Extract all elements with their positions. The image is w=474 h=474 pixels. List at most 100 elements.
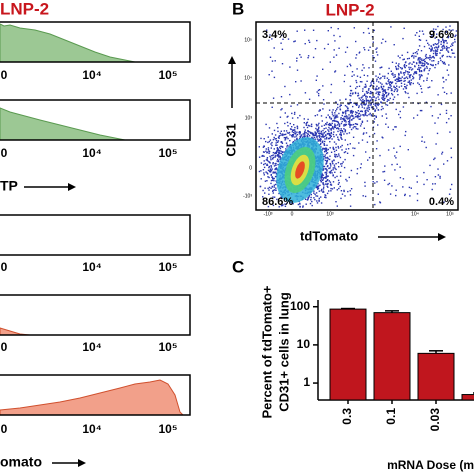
dot (262, 196, 264, 198)
dot (268, 193, 270, 195)
dot (315, 186, 318, 189)
dot (400, 79, 403, 82)
dot (280, 205, 283, 207)
dot (310, 123, 313, 125)
dot (397, 64, 399, 67)
dot (305, 132, 307, 134)
dot (321, 120, 323, 122)
dot (315, 195, 317, 197)
dot (325, 167, 327, 170)
dot (325, 183, 327, 185)
dot (319, 138, 322, 140)
dot (448, 29, 450, 31)
dot (321, 179, 324, 181)
dot (424, 60, 426, 63)
dot (295, 135, 298, 137)
dot (338, 182, 340, 184)
dot (394, 155, 396, 157)
dot (399, 67, 402, 69)
dot (303, 118, 305, 120)
dot (310, 132, 312, 134)
dot (412, 77, 415, 79)
dot (380, 42, 383, 44)
x-tick-label: 0 (1, 260, 8, 274)
dot (314, 115, 316, 117)
dot (340, 122, 343, 125)
dot (399, 177, 402, 179)
dot (385, 92, 388, 94)
dot (319, 143, 322, 146)
dot (268, 127, 271, 129)
dot (446, 47, 449, 49)
dot (368, 135, 371, 138)
dot (267, 187, 269, 190)
dot (333, 150, 336, 153)
dot (317, 187, 319, 189)
histogram-fill (0, 379, 185, 416)
dot (356, 112, 358, 114)
dot (335, 146, 337, 149)
dot (317, 89, 320, 92)
dot (406, 58, 409, 60)
dot (418, 60, 421, 62)
dot (371, 91, 374, 94)
dot (367, 110, 369, 112)
dot (420, 64, 423, 67)
dot (436, 33, 438, 35)
dot (450, 45, 452, 47)
dot (380, 86, 383, 89)
dot (326, 159, 329, 162)
dot (277, 163, 279, 166)
dot (329, 133, 331, 135)
dot (412, 61, 415, 63)
dot (280, 96, 283, 98)
dot (350, 102, 352, 104)
dot (270, 169, 273, 172)
dot (323, 158, 325, 160)
dot (455, 34, 457, 36)
y-tick-label: 10 (297, 337, 311, 351)
dot (343, 128, 345, 130)
dot (388, 81, 390, 83)
dot (435, 28, 437, 31)
dot (366, 99, 369, 102)
dot (280, 152, 282, 155)
dot (275, 140, 278, 142)
dot (418, 68, 420, 70)
dot (395, 65, 397, 68)
dot (322, 188, 325, 190)
dot (304, 131, 306, 133)
dot (329, 117, 331, 119)
dot (425, 57, 427, 60)
dot (259, 185, 262, 188)
dot (393, 90, 395, 93)
dot (306, 122, 308, 124)
dot (294, 129, 296, 131)
dot (292, 203, 294, 205)
dot (381, 105, 383, 108)
dot (337, 28, 339, 30)
dot (368, 106, 370, 109)
dot (299, 202, 301, 205)
dot (358, 85, 361, 87)
dot (328, 158, 331, 161)
dot (283, 137, 286, 139)
dot (407, 81, 409, 83)
panel-letter: B (232, 0, 244, 18)
dot (285, 148, 287, 150)
dot (414, 52, 417, 54)
y-label: Percent of tdTomato+ (259, 285, 274, 418)
quadrant-label: 86.6% (262, 196, 293, 208)
dot (316, 39, 318, 42)
dot (331, 111, 333, 113)
dot (316, 75, 318, 77)
dot (317, 135, 319, 137)
dot (412, 75, 414, 78)
dot (331, 113, 334, 115)
dot (348, 117, 350, 120)
dot (346, 109, 349, 111)
dot (347, 190, 349, 193)
dot (263, 138, 265, 140)
dot (275, 187, 277, 189)
dot (436, 48, 439, 50)
